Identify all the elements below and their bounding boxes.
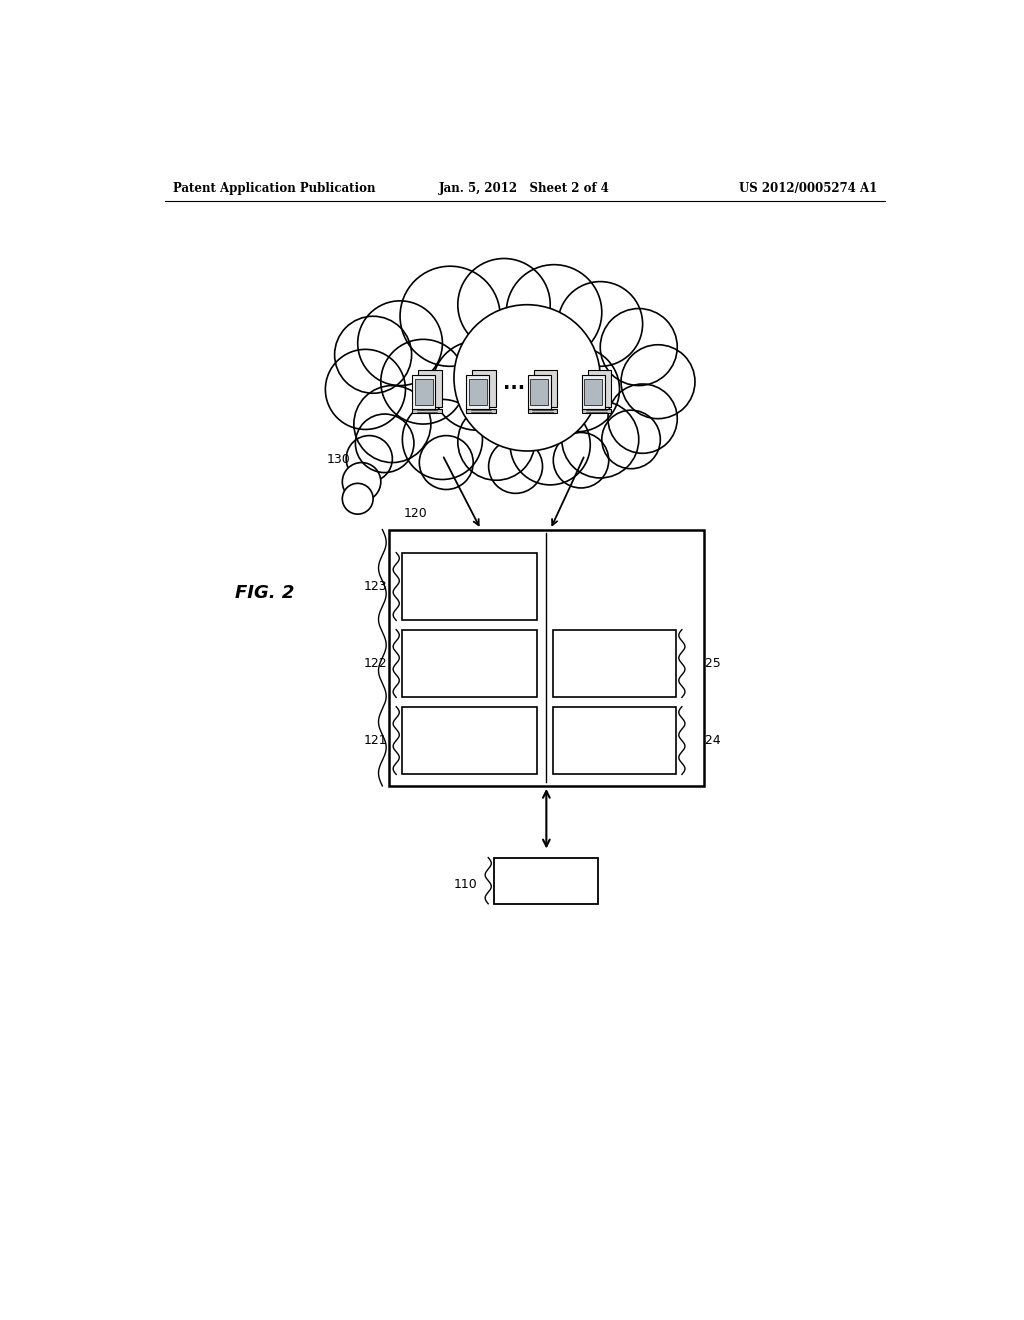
Text: 110: 110 — [454, 878, 477, 891]
Polygon shape — [472, 370, 496, 407]
Polygon shape — [466, 409, 496, 413]
FancyBboxPatch shape — [402, 630, 538, 697]
Text: 123: 123 — [364, 579, 387, 593]
Text: 130: 130 — [327, 453, 350, 466]
Polygon shape — [534, 370, 557, 407]
Polygon shape — [413, 409, 441, 413]
Polygon shape — [582, 409, 611, 413]
Text: SELECTION
SIGNAL
RECEIVING
UNIT: SELECTION SIGNAL RECEIVING UNIT — [439, 564, 500, 609]
Text: Patent Application Publication: Patent Application Publication — [173, 182, 376, 194]
Polygon shape — [418, 370, 441, 407]
FancyBboxPatch shape — [388, 529, 705, 785]
Polygon shape — [584, 379, 602, 405]
Text: FIG. 2: FIG. 2 — [234, 585, 294, 602]
Polygon shape — [588, 370, 611, 407]
Text: REWARD
DISTRIBUTING
UNIT: REWARD DISTRIBUTING UNIT — [575, 647, 653, 680]
Polygon shape — [415, 379, 433, 405]
FancyBboxPatch shape — [402, 553, 538, 620]
Polygon shape — [528, 409, 557, 413]
Circle shape — [454, 305, 600, 451]
Circle shape — [346, 436, 392, 482]
Text: US 2012/0005274 A1: US 2012/0005274 A1 — [739, 182, 878, 194]
Polygon shape — [530, 379, 549, 405]
Polygon shape — [469, 379, 486, 405]
Text: Jan. 5, 2012   Sheet 2 of 4: Jan. 5, 2012 Sheet 2 of 4 — [438, 182, 609, 194]
Polygon shape — [466, 375, 489, 409]
Text: LIST
GENERATING
UNIT: LIST GENERATING UNIT — [435, 647, 505, 680]
Text: 124: 124 — [697, 734, 721, 747]
FancyBboxPatch shape — [495, 858, 598, 904]
Polygon shape — [413, 375, 435, 409]
Text: ...: ... — [503, 374, 525, 393]
Circle shape — [342, 483, 373, 515]
Text: ACCESS
CONTROLLER: ACCESS CONTROLLER — [578, 730, 650, 751]
FancyBboxPatch shape — [553, 706, 676, 775]
Polygon shape — [582, 375, 604, 409]
Text: 125: 125 — [697, 657, 721, 671]
Text: USER
TERMINAL: USER TERMINAL — [516, 870, 577, 891]
Text: INFORMATION
RECEIVING
UNIT: INFORMATION RECEIVING UNIT — [431, 723, 508, 758]
FancyBboxPatch shape — [402, 706, 538, 775]
Text: 122: 122 — [364, 657, 387, 671]
Circle shape — [342, 462, 381, 502]
Text: 120: 120 — [403, 507, 428, 520]
Polygon shape — [528, 375, 551, 409]
Text: 121: 121 — [364, 734, 387, 747]
FancyBboxPatch shape — [553, 630, 676, 697]
